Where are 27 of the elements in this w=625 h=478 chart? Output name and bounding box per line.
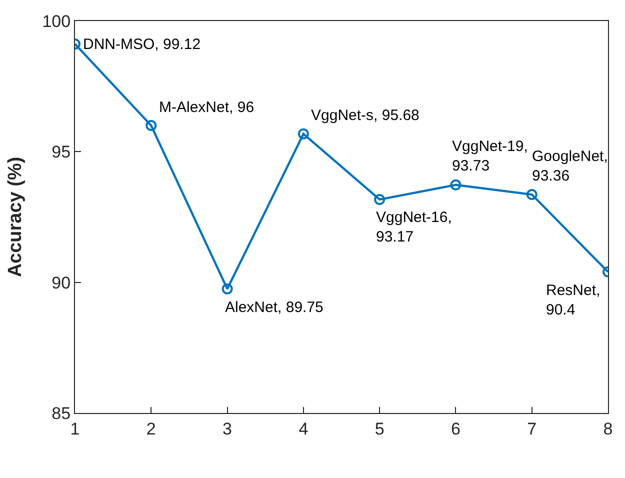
y-tick-label: 90 xyxy=(52,273,71,292)
annotation: M-AlexNet, 96 xyxy=(159,99,254,116)
x-tick-label: 2 xyxy=(146,419,156,438)
x-tick-label: 4 xyxy=(298,419,308,438)
point xyxy=(526,189,538,200)
annotation: VggNet-s, 95.68 xyxy=(311,107,420,124)
point xyxy=(222,283,233,294)
annotation: ResNet, 90.4 xyxy=(546,282,600,318)
x-tick-label: 7 xyxy=(527,419,537,438)
x-tick-label: 5 xyxy=(374,419,384,438)
y-tick-label: 85 xyxy=(52,404,71,423)
annotation: DNN-MSO, 99.12 xyxy=(83,36,201,53)
x-tick-label: 8 xyxy=(603,419,613,438)
x-tick-label: 1 xyxy=(70,419,80,438)
y-axis-title: Accuracy (%) xyxy=(5,156,26,278)
point xyxy=(450,179,462,190)
y-tick-label: 95 xyxy=(52,142,71,162)
annotation: VggNet-19, 93.73 xyxy=(452,138,528,174)
point xyxy=(146,120,157,132)
y-tick-label: 100 xyxy=(42,12,71,31)
point xyxy=(298,128,309,140)
point xyxy=(374,194,386,205)
x-tick-label: 3 xyxy=(222,419,232,438)
x-tick-label: 6 xyxy=(450,419,460,438)
annotation: VggNet-16, 93.17 xyxy=(376,209,452,246)
annotation: AlexNet, 89.75 xyxy=(225,299,324,316)
annotation: GoogleNet, 93.36 xyxy=(532,148,608,184)
